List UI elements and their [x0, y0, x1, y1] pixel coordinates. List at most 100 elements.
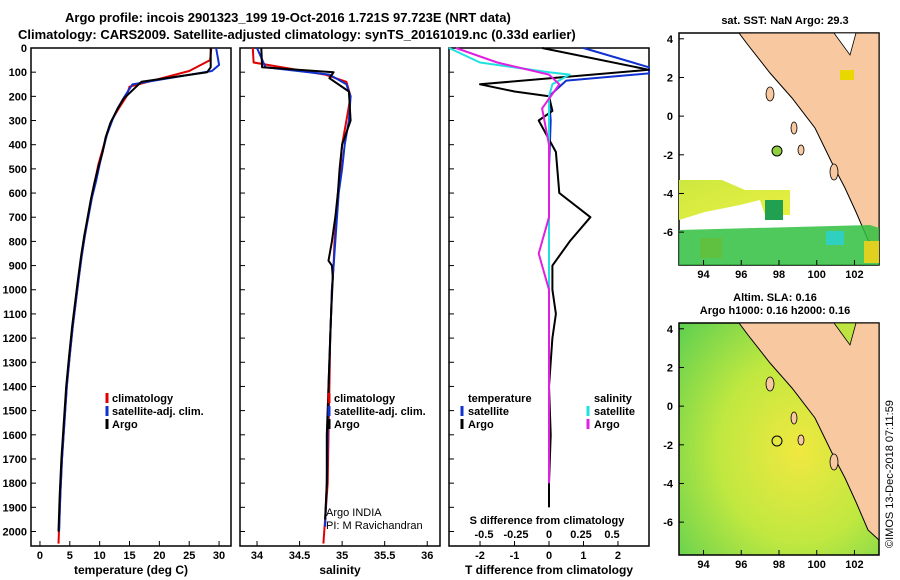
s-difference-ticks: -0.5 -0.25 0 0.25 0.5	[475, 529, 620, 541]
temperature-series-satellite-adj-clim-	[58, 47, 221, 532]
sst-cell	[765, 200, 783, 220]
legend-sal-satellite: satellite	[594, 406, 635, 418]
difference-series-salinity-argo	[455, 47, 561, 484]
salinity-x-tick-label: 34.5	[289, 550, 310, 562]
temperature-x-tick-label: 5	[67, 550, 73, 562]
difference-legend: temperature salinity satellite Argo sate…	[460, 393, 635, 431]
island	[829, 163, 839, 181]
temperature-panel-frame	[30, 47, 232, 547]
depth-tick-label: 1300	[3, 357, 27, 369]
temperature-x-axis: 0 5 10 15 20 25 30	[37, 541, 225, 562]
sumatra-land	[738, 32, 880, 252]
lon-tick-label: 102	[845, 559, 863, 571]
depth-tick-label: 1000	[3, 285, 27, 297]
salinity-lines	[251, 47, 352, 544]
alt-map-title-1: Altim. SLA: 0.16	[733, 292, 817, 304]
temperature-lines	[57, 47, 221, 544]
lat-tick-label: 0	[667, 111, 673, 123]
difference-lines	[448, 47, 650, 508]
lon-tick-label: 98	[773, 269, 785, 281]
depth-tick-label: 1100	[3, 309, 27, 321]
temperature-x-tick-label: 25	[183, 550, 195, 562]
legend-climatology: climatology	[112, 393, 174, 405]
lon-tick-label: 96	[735, 269, 747, 281]
lon-tick-label: 94	[697, 269, 710, 281]
difference-x-axis: -2 -1 0 1 2	[475, 541, 621, 562]
depth-tick-label: 600	[9, 188, 27, 200]
sst-cell	[826, 231, 844, 245]
temperature-series-climatology	[57, 47, 213, 544]
salinity-series-climatology	[251, 47, 352, 544]
difference-x-tick-label: -2	[475, 550, 485, 562]
title-line-2: Climatology: CARS2009. Satellite-adjuste…	[18, 27, 576, 42]
s-diff-tick-label: -0.25	[503, 529, 528, 541]
salinity-series-satellite-adj-clim-	[256, 47, 352, 527]
difference-xlabel: T difference from climatology	[465, 563, 633, 577]
legend-temp-satellite: satellite	[468, 406, 509, 418]
sst-cell	[700, 238, 722, 258]
depth-tick-label: 1700	[3, 454, 27, 466]
difference-x-tick-label: 2	[615, 550, 621, 562]
legend-salinity-title: salinity	[594, 393, 633, 405]
salinity-xlabel: salinity	[319, 563, 361, 577]
legend-temperature-title: temperature	[468, 393, 532, 405]
pi-note: PI: M Ravichandran	[326, 520, 423, 532]
depth-tick-label: 1400	[3, 381, 27, 393]
legend-sal-argo: Argo	[594, 419, 620, 431]
salinity-series-argo	[260, 47, 352, 520]
lon-tick-label: 98	[773, 559, 785, 571]
depth-tick-label: 900	[9, 261, 27, 273]
legend-argo: Argo	[334, 419, 360, 431]
temperature-x-tick-label: 0	[37, 550, 43, 562]
depth-tick-label: 1600	[3, 430, 27, 442]
lon-tick-label: 96	[735, 559, 747, 571]
salinity-x-tick-label: 34	[251, 550, 264, 562]
temperature-xlabel: temperature (deg C)	[74, 563, 188, 577]
alt-map-title-2: Argo h1000: 0.16 h2000: 0.16	[700, 305, 850, 317]
sumatra-land	[738, 322, 880, 542]
legend-temp-argo: Argo	[468, 419, 494, 431]
argo-float-marker	[771, 435, 783, 447]
lat-tick-label: 2	[667, 362, 673, 374]
legend-argo: Argo	[112, 419, 138, 431]
sst-map: 94 96 98 100 102 4 2 0 -2 -4 -6	[663, 32, 880, 281]
malacca-water	[833, 322, 857, 346]
island	[829, 453, 839, 471]
lon-tick-label: 94	[697, 559, 710, 571]
depth-tick-label: 0	[21, 43, 27, 55]
altimetry-map: 94 96 98 100 102 4 2 0 -2 -4 -6	[663, 322, 880, 571]
legend-satellite: satellite-adj. clim.	[334, 406, 426, 418]
salinity-x-tick-label: 35	[336, 550, 348, 562]
difference-series-temperature-satellite	[548, 47, 650, 508]
difference-x-tick-label: -1	[510, 550, 520, 562]
salinity-x-tick-label: 35.5	[374, 550, 395, 562]
lat-tick-label: 2	[667, 72, 673, 84]
s-diff-tick-label: 0	[546, 529, 552, 541]
depth-tick-label: 200	[9, 91, 27, 103]
salinity-panel-frame	[239, 47, 441, 547]
depth-tick-label: 2000	[3, 526, 27, 538]
lat-tick-label: -6	[663, 517, 673, 529]
difference-x-tick-label: 1	[580, 550, 586, 562]
s-difference-axis-label: S difference from climatology	[470, 515, 626, 527]
depth-tick-label: 1800	[3, 478, 27, 490]
temperature-x-tick-label: 10	[94, 550, 106, 562]
island	[765, 376, 775, 392]
lat-tick-label: 0	[667, 401, 673, 413]
salinity-legend: climatology satellite-adj. clim. Argo	[327, 393, 426, 431]
island	[797, 434, 805, 446]
depth-tick-label: 800	[9, 236, 27, 248]
sst-map-title: sat. SST: NaN Argo: 29.3	[721, 15, 848, 27]
lat-tick-label: -4	[663, 188, 674, 200]
argo-india-note: Argo INDIA	[326, 507, 382, 519]
lon-tick-label: 102	[845, 269, 863, 281]
lat-tick-label: -6	[663, 227, 673, 239]
salinity-x-tick-label: 36	[421, 550, 433, 562]
sst-green-patch	[679, 180, 790, 220]
argo-float-marker	[771, 145, 783, 157]
temperature-legend: climatology satellite-adj. clim. Argo	[105, 393, 204, 431]
sst-map-axes: 94 96 98 100 102 4 2 0 -2 -4 -6	[663, 34, 863, 281]
island	[797, 144, 805, 156]
lon-tick-label: 100	[808, 559, 826, 571]
salinity-x-axis: 34 34.5 35 35.5 36	[251, 541, 433, 562]
